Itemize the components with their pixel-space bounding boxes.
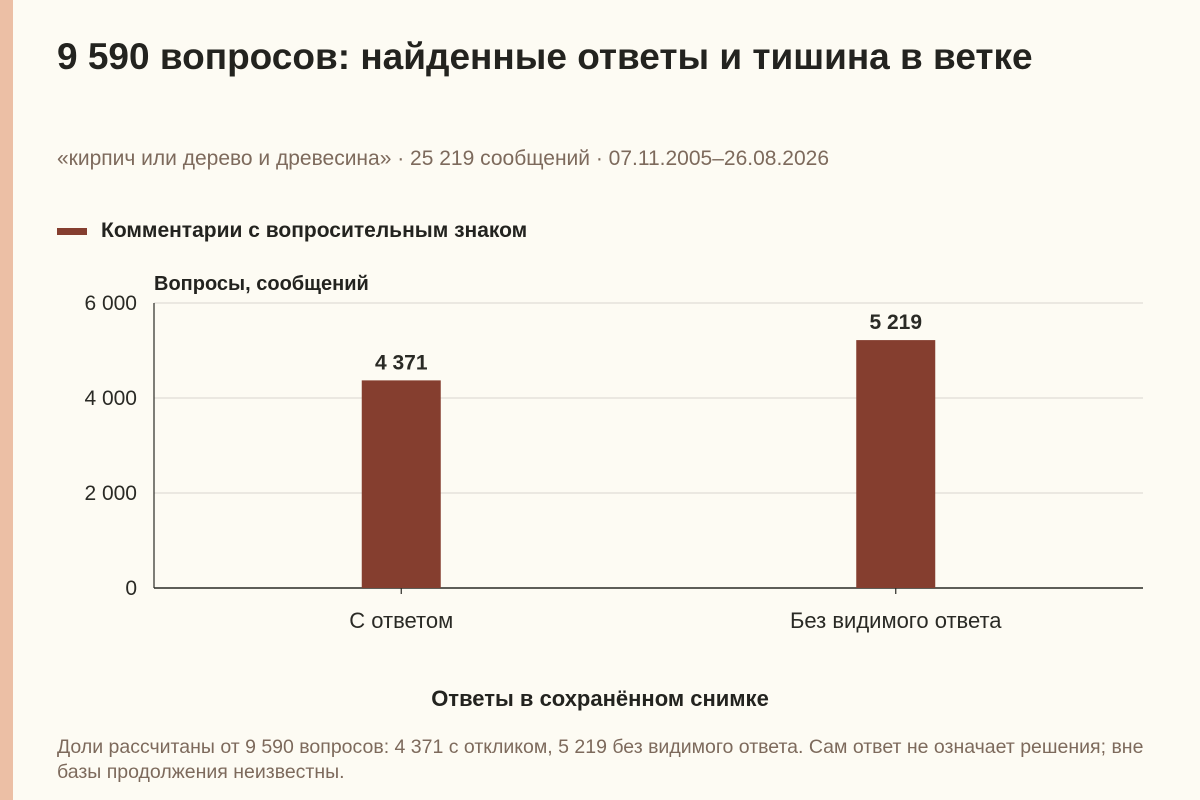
bar-value-label: 4 371 [375,351,428,374]
bar-chart: 0 2 000 4 000 6 000 4 371 С ответом 5 219 Без в… [84,292,1143,633]
y-tick-label: 2 000 [84,482,137,505]
y-axis-title: Вопросы, сообщений [154,273,369,295]
legend: Комментарии с вопросительным знаком [57,219,527,243]
bar [856,340,936,588]
chart-title: 9 590 вопросов: найденные ответы и тишин… [57,36,1033,77]
legend-swatch [57,227,87,235]
bar-value-label: 5 219 [869,311,922,334]
chart-subtitle: «кирпич или дерево и древесина» · 25 219… [57,147,830,170]
y-tick-label: 6 000 [84,292,137,315]
y-tick-label: 0 [125,577,137,600]
x-tick-label: С ответом [349,608,453,633]
x-axis-title: Ответы в сохранённом снимке [431,686,769,711]
y-tick-label: 4 000 [84,387,137,410]
legend-label: Комментарии с вопросительным знаком [101,219,528,242]
bar [361,380,441,588]
footnote: Доли рассчитаны от 9 590 вопросов: 4 371… [57,736,1144,783]
accent-strip [0,0,13,800]
x-tick-label: Без видимого ответа [790,608,1002,633]
